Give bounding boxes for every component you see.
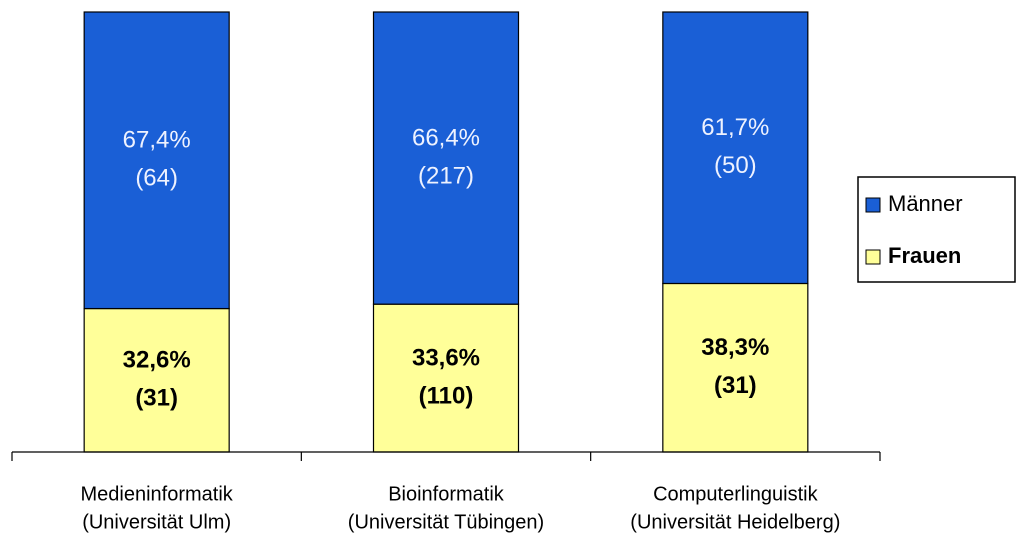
x-tick-label: Medieninformatik [81,483,234,505]
count-label: (110) [419,382,474,409]
bar-segment [662,282,809,453]
x-tick-label: (Universität Heidelberg) [630,511,840,533]
legend-label: Männer [888,191,963,216]
x-tick-label: (Universität Ulm) [82,511,231,533]
count-label: (31) [714,372,757,399]
value-label: 32,6% [123,347,191,374]
count-label: (64) [135,165,178,192]
legend-label: Frauen [888,243,961,268]
count-label: (31) [135,385,178,412]
legend [857,176,1016,283]
legend-swatch [865,197,881,213]
bar-segment [662,11,809,285]
value-label: 61,7% [701,114,769,141]
bar-segment [83,307,230,453]
x-tick-label: (Universität Tübingen) [348,511,544,533]
value-label: 33,6% [412,344,480,371]
x-tick-label: Computerlinguistik [653,483,819,505]
count-label: (50) [714,152,757,179]
value-label: 38,3% [701,334,769,361]
bar-segment [372,303,520,453]
legend-swatch [865,249,881,265]
bar-segment [372,11,520,305]
bar-segment [83,11,230,310]
value-label: 67,4% [123,127,191,154]
value-label: 66,4% [412,124,480,151]
x-tick-label: Bioinformatik [388,483,505,505]
count-label: (217) [418,162,474,189]
